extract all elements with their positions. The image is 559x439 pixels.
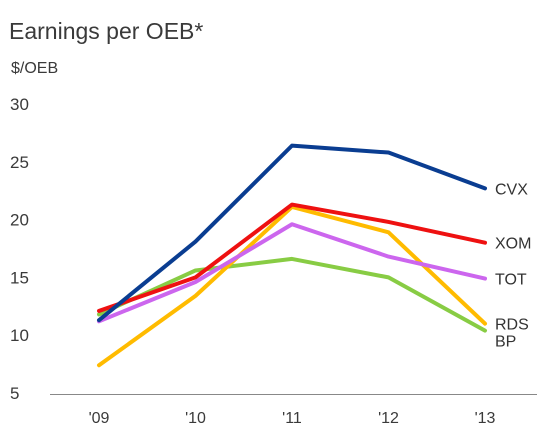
series-line-xom (97, 202, 487, 313)
series-line-bp (97, 256, 487, 333)
x-tick-label: '09 (89, 410, 110, 427)
x-tick-label: '12 (378, 410, 399, 427)
y-tick-label: 15 (10, 268, 29, 287)
y-tick-label: 10 (10, 326, 29, 345)
y-tick-label: 30 (10, 95, 29, 114)
y-tick-label: 25 (10, 153, 29, 172)
y-tick-labels: 5 10 15 20 25 30 (10, 95, 29, 403)
y-tick-label: 5 (10, 384, 19, 403)
x-tick-label: '10 (185, 410, 206, 427)
series-label-xom: XOM (495, 236, 531, 253)
y-axis-unit-label: $/OEB (11, 60, 59, 77)
y-tick-label: 20 (10, 211, 29, 230)
series-label-tot: TOT (495, 272, 527, 289)
series-line-cvx (97, 143, 487, 323)
series-label-rds: RDS (495, 317, 529, 334)
x-tick-label: '13 (475, 410, 496, 427)
series-label-cvx: CVX (495, 181, 528, 198)
series-lines (97, 143, 487, 368)
chart-title: Earnings per OEB* (9, 18, 204, 44)
series-line-tot (97, 222, 487, 324)
series-label-bp: BP (495, 334, 516, 351)
x-tick-labels: '09 '10 '11 '12 '13 (89, 410, 496, 427)
x-tick-label: '11 (282, 410, 302, 427)
